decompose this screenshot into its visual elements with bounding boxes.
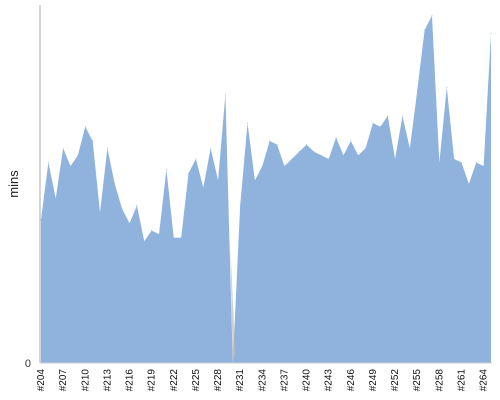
x-tick-label: #219: [147, 369, 158, 392]
data-point-224: [188, 172, 190, 174]
data-point-265: [490, 33, 492, 35]
data-point-245: [342, 154, 344, 156]
data-point-222: [173, 237, 175, 239]
data-point-229: [224, 94, 226, 95]
data-point-242: [320, 154, 322, 156]
data-point-240: [306, 144, 308, 146]
data-point-215: [121, 208, 123, 210]
data-point-264: [483, 165, 485, 167]
data-point-253: [401, 115, 403, 117]
data-point-231: [239, 204, 241, 206]
data-point-263: [475, 162, 477, 164]
data-point-233: [254, 179, 256, 181]
plot-area: [40, 15, 492, 364]
data-point-213: [106, 147, 108, 149]
data-point-219: [151, 230, 153, 232]
x-tick-label: #228: [213, 369, 224, 392]
x-tick-label: #234: [257, 369, 268, 392]
data-point-236: [276, 144, 278, 146]
x-tick-label: #237: [279, 369, 290, 392]
data-point-251: [387, 115, 389, 117]
x-tick-labels: #204 #207 #210 #213 #216 #219 #222 #225 #228 #231…: [36, 369, 490, 392]
data-point-206: [55, 197, 57, 199]
data-point-260: [453, 158, 455, 160]
data-point-208: [70, 165, 72, 167]
x-tick-label: #204: [36, 369, 47, 392]
y-tick-label-0: 0: [25, 358, 31, 370]
data-point-221: [165, 169, 167, 171]
data-point-249: [372, 122, 374, 124]
data-point-216: [129, 222, 131, 224]
y-axis-label: mins: [6, 170, 21, 198]
x-tick-label: #231: [235, 369, 246, 392]
data-point-247: [357, 154, 359, 156]
data-point-217: [136, 204, 138, 206]
data-point-234: [261, 165, 263, 167]
data-point-254: [409, 147, 411, 149]
data-point-238: [291, 158, 293, 160]
x-tick-label: #210: [80, 369, 91, 392]
data-point-239: [298, 151, 300, 153]
x-tick-label: #261: [456, 369, 467, 392]
data-point-258: [438, 162, 440, 164]
data-point-211: [92, 140, 94, 142]
x-tick-label: #252: [390, 369, 401, 392]
data-point-255: [416, 90, 418, 92]
data-point-226: [202, 187, 204, 189]
zero-value-marker: [230, 244, 236, 363]
data-point-210: [84, 126, 86, 128]
data-point-241: [313, 151, 315, 153]
data-point-235: [269, 140, 271, 142]
data-point-225: [195, 158, 197, 160]
data-point-212: [99, 212, 101, 214]
data-point-252: [394, 158, 396, 160]
x-tick-label: #222: [169, 369, 180, 392]
data-point-259: [446, 86, 448, 88]
data-point-246: [350, 140, 352, 142]
series-area: [41, 15, 491, 364]
x-tick-label: #243: [324, 369, 335, 392]
data-point-243: [328, 158, 330, 160]
data-point-205: [47, 162, 49, 164]
data-point-250: [379, 126, 381, 128]
data-point-218: [143, 240, 145, 242]
data-point-223: [180, 237, 182, 239]
data-point-257: [431, 15, 433, 17]
data-point-228: [217, 179, 219, 181]
x-tick-label: #225: [191, 369, 202, 392]
x-tick-label: #255: [412, 369, 423, 392]
x-tick-label: #258: [434, 369, 445, 392]
x-tick-label: #246: [346, 369, 357, 392]
data-point-209: [77, 154, 79, 156]
x-tick-label: #207: [58, 369, 69, 392]
data-point-261: [460, 162, 462, 164]
data-point-227: [210, 147, 212, 149]
data-point-220: [158, 233, 160, 235]
data-point-262: [468, 183, 470, 185]
x-tick-label: #264: [479, 369, 490, 392]
data-point-248: [365, 147, 367, 149]
data-point-237: [283, 165, 285, 167]
data-point-204: [40, 219, 42, 221]
x-tick-label: #240: [302, 369, 313, 392]
x-tick-label: #249: [368, 369, 379, 392]
data-point-244: [335, 136, 337, 138]
data-point-214: [114, 183, 116, 185]
data-point-232: [247, 122, 249, 124]
data-point-256: [424, 29, 426, 31]
x-tick-label: #213: [102, 369, 113, 392]
x-tick-label: #216: [125, 369, 136, 392]
data-point-207: [62, 147, 64, 149]
